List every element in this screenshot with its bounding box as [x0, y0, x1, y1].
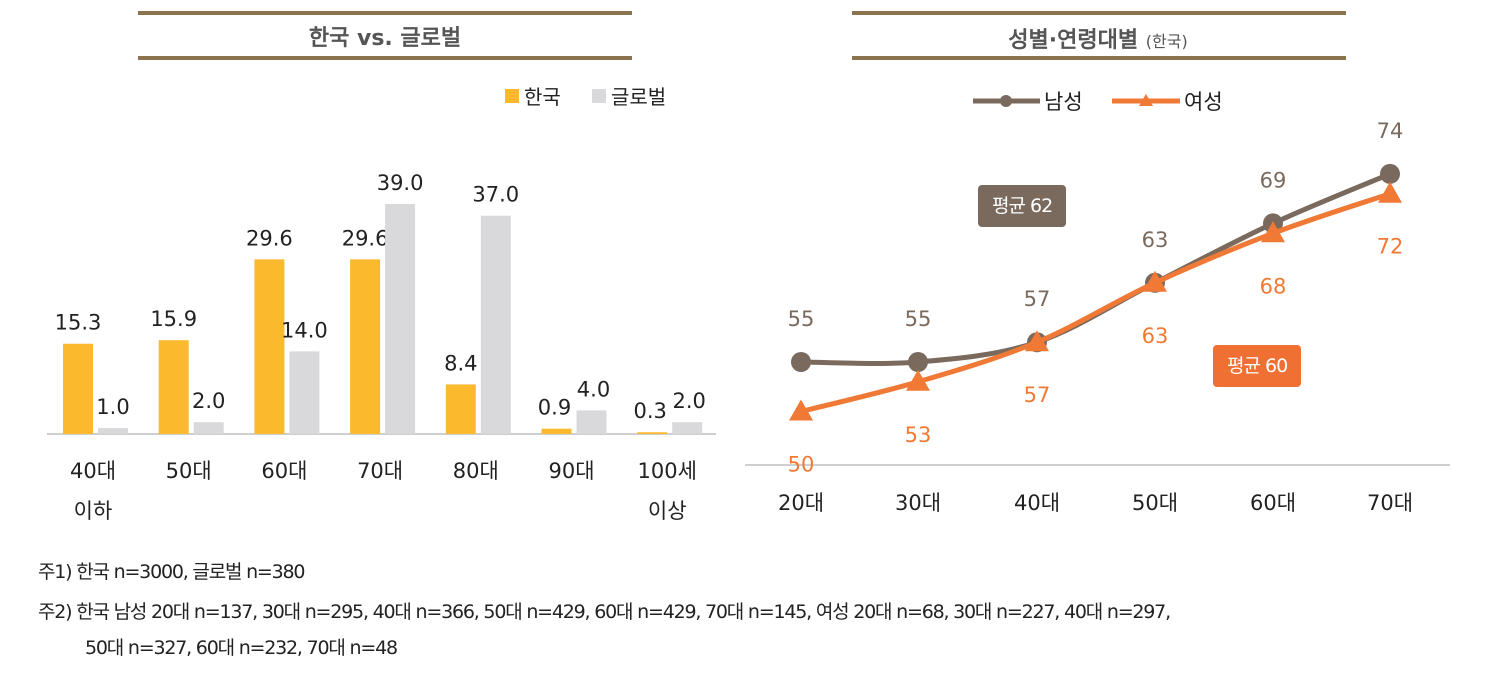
data-label: 2.0 — [672, 389, 705, 413]
bar-korea — [350, 259, 381, 434]
data-label-female: 68 — [1260, 274, 1287, 298]
x-tick-label: 60대 — [261, 459, 307, 483]
x-tick-label: 60대 — [1250, 491, 1296, 515]
bar-global — [193, 422, 224, 434]
data-label: 15.3 — [55, 311, 102, 335]
marker-female — [906, 369, 930, 391]
line-female — [800, 191, 1391, 414]
note-2-continued: 50대 n=327, 60대 n=232, 70대 n=48 — [85, 637, 398, 659]
data-label-female: 72 — [1377, 235, 1404, 259]
note-2: 주2) 한국 남성 20대 n=137, 30대 n=295, 40대 n=36… — [38, 601, 1171, 623]
data-label-male: 63 — [1142, 228, 1169, 252]
bar-korea — [445, 384, 476, 434]
data-label-male: 57 — [1024, 287, 1051, 311]
x-tick-label: 90대 — [548, 459, 594, 483]
x-tick-label: 이하 — [74, 499, 113, 523]
x-tick-label: 50대 — [1132, 491, 1178, 515]
bar-korea — [637, 432, 668, 434]
male-average-badge: 평균 62 — [978, 185, 1067, 227]
marker-female — [789, 399, 813, 421]
data-label: 29.6 — [342, 226, 389, 250]
data-label-female: 57 — [1024, 383, 1051, 407]
note-1: 주1) 한국 n=3000, 글로벌 n=380 — [38, 561, 306, 583]
bar-korea — [158, 340, 189, 434]
bar-global — [98, 428, 128, 434]
data-label: 14.0 — [281, 318, 328, 342]
data-label-female: 63 — [1142, 324, 1169, 348]
legend-swatch-global — [592, 89, 606, 103]
data-label-male: 69 — [1260, 168, 1287, 192]
data-label-male: 55 — [788, 307, 815, 331]
data-label-male: 74 — [1377, 119, 1404, 143]
line-male — [800, 171, 1391, 366]
x-tick-label: 50대 — [166, 459, 212, 483]
data-label: 15.9 — [150, 307, 197, 331]
marker-female — [1025, 330, 1049, 352]
data-label: 39.0 — [377, 171, 424, 195]
x-tick-label: 30대 — [895, 491, 941, 515]
data-label: 37.0 — [472, 183, 519, 207]
legend-swatch-korea — [505, 89, 519, 103]
x-tick-label: 20대 — [778, 491, 824, 515]
legend-label-global: 글로벌 — [611, 85, 666, 109]
marker-female — [1261, 221, 1285, 243]
x-tick-label: 70대 — [357, 459, 403, 483]
chart-subtitle: (한국) — [1146, 32, 1188, 51]
marker-male — [791, 352, 811, 372]
legend-marker-female — [1139, 94, 1153, 106]
data-label: 29.6 — [246, 226, 293, 250]
legend-marker-male — [1000, 95, 1012, 107]
data-label-female: 50 — [788, 453, 815, 477]
bar-global — [385, 203, 416, 434]
legend-label-korea: 한국 — [524, 85, 561, 109]
legend-label-male: 남성 — [1044, 90, 1083, 114]
bar-global — [289, 351, 320, 434]
marker-female — [1378, 181, 1402, 203]
data-label: 0.9 — [538, 396, 571, 420]
female-average-badge: 평균 60 — [1213, 345, 1302, 387]
data-label-female: 53 — [905, 423, 932, 447]
bar-korea — [63, 343, 93, 434]
bar-korea — [541, 428, 572, 434]
legend-label-female: 여성 — [1184, 90, 1223, 114]
bar-korea — [254, 259, 285, 434]
bar-global — [576, 410, 607, 434]
data-label: 0.3 — [633, 399, 666, 423]
data-label: 1.0 — [96, 395, 129, 419]
x-tick-label: 40대 — [1014, 491, 1060, 515]
x-tick-label: 80대 — [453, 459, 499, 483]
marker-male — [1380, 163, 1400, 184]
data-label-male: 55 — [905, 307, 932, 331]
bar-global — [672, 422, 703, 434]
x-tick-label: 40대 — [70, 459, 116, 483]
data-label: 8.4 — [444, 351, 477, 375]
marker-male — [908, 352, 928, 372]
chart-title: 한국 vs. 글로벌 — [309, 26, 461, 51]
x-tick-label: 70대 — [1367, 491, 1413, 515]
data-label: 2.0 — [192, 389, 225, 413]
data-label: 4.0 — [577, 377, 610, 401]
bar-global — [480, 215, 511, 434]
x-tick-label: 100세 — [637, 459, 696, 483]
chart-title-2: 성별·연령대별 (한국) — [1008, 28, 1187, 53]
x-tick-label: 이상 — [648, 499, 687, 523]
marker-female — [1143, 270, 1167, 292]
